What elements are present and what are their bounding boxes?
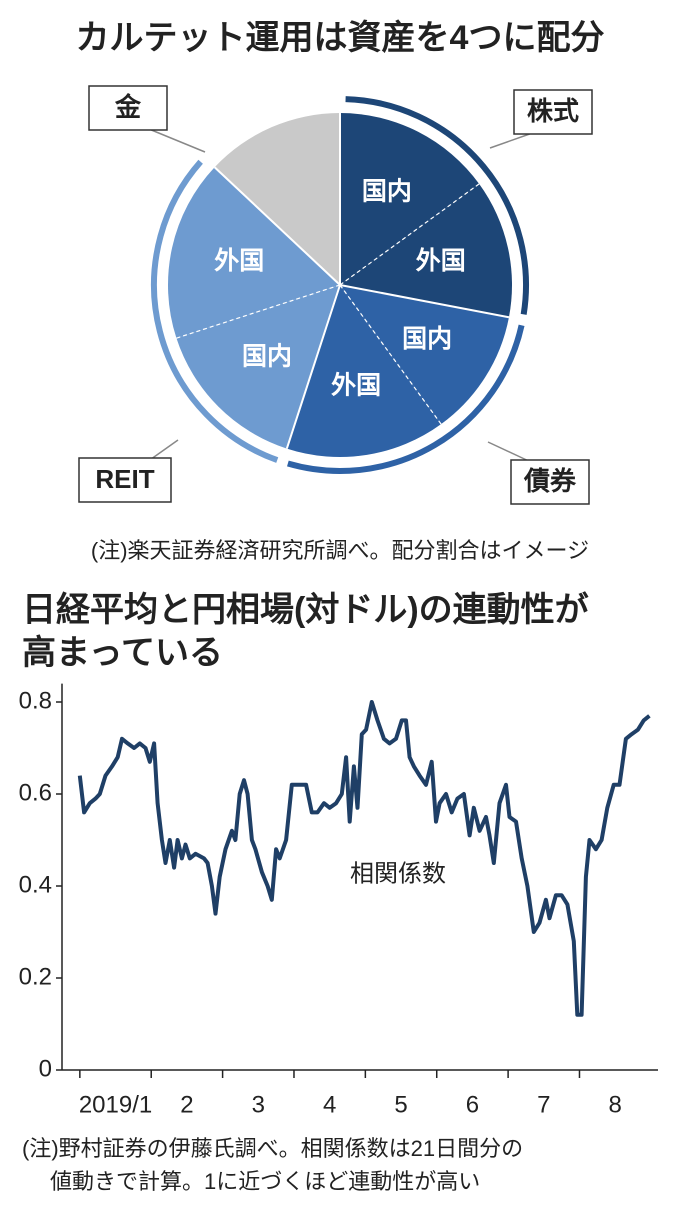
x-tick-label: 3 [252,1091,265,1118]
callout-box [78,457,172,503]
slice-divider [339,284,510,319]
slice-label: 外国 [214,246,264,275]
x-tick-label: 5 [394,1091,407,1118]
group-label: 金 [114,92,142,122]
slice-label: 国内 [242,343,292,371]
callout-box [510,459,590,505]
x-tick-label: 7 [537,1091,550,1118]
callout-line [487,441,527,461]
series-label: 相関係数 [350,860,446,887]
group-label: 債券 [523,466,577,496]
x-tick-label: 6 [466,1091,479,1118]
pie-note: (注)楽天証券経済研究所調べ。配分割合はイメージ [91,538,589,563]
slice-label: 外国 [331,371,381,400]
y-tick-label: 0.6 [19,779,52,806]
pie-title: カルテット運用は資産を4つに配分 [76,19,605,57]
callout-box [88,85,168,131]
line-note: 値動きで計算。1に近づくほど連動性が高い [50,1169,480,1194]
slice-divider [339,284,442,425]
group-label: REIT [95,464,154,494]
slice-divider [285,284,341,449]
y-tick-label: 0 [39,1055,52,1082]
pie-slice [286,285,442,458]
x-tick-label: 4 [323,1091,336,1118]
group-arc [345,96,529,315]
group-arc [151,159,279,463]
y-tick-label: 0.4 [19,871,52,898]
callout-line [489,133,530,149]
series-line [77,700,651,1017]
x-tick-label: 8 [608,1091,621,1118]
callout-box [513,89,593,135]
group-arc [287,324,525,474]
slice-divider [213,166,341,286]
group-label: 株式 [527,96,579,126]
y-tick-label: 0.8 [19,687,52,714]
slice-divider [339,183,480,286]
x-tick-label: 2 [180,1091,193,1118]
slice-divider [176,284,341,339]
slice-label: 外国 [416,246,466,275]
callout-line [152,439,179,459]
line-note: (注)野村証券の伊藤氏調べ。相関係数は21日間分の [22,1136,523,1161]
slice-label: 国内 [402,325,452,353]
pie-slice [340,183,512,318]
callout-line [151,129,206,153]
y-tick-label: 0.2 [19,963,52,990]
pie-slice [168,167,340,339]
pie-slice [214,113,340,285]
pie-slice [340,113,480,285]
x-tick-label: 2019/1 [79,1091,152,1118]
line-title: 日経平均と円相場(対ドル)の連動性が [22,591,589,629]
slice-label: 国内 [362,178,412,206]
pie-slice [340,285,509,425]
line-title: 高まっている [22,634,223,672]
